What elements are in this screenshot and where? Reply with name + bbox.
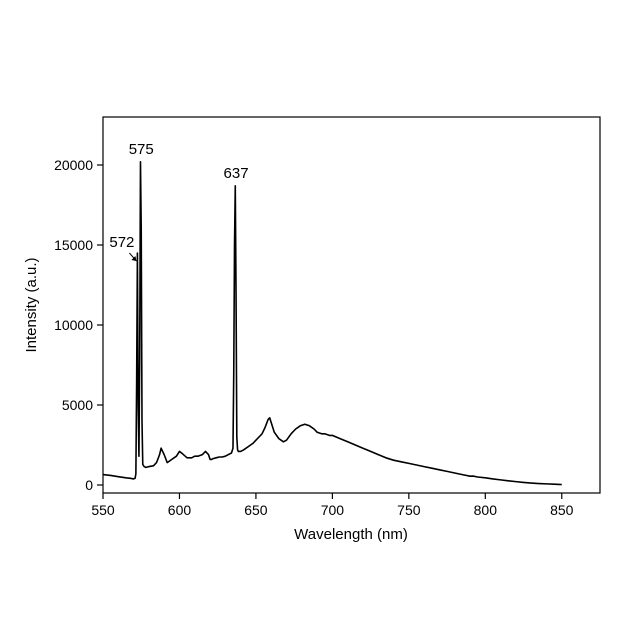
y-tick-label: 5000: [62, 397, 93, 413]
x-tick-label: 650: [244, 502, 268, 518]
y-ticks: 0 5000 10000 15000 20000: [54, 157, 103, 493]
x-tick-label: 550: [91, 502, 115, 518]
peak-annotations: 575 572 637: [109, 141, 249, 262]
y-tick-label: 10000: [54, 317, 93, 333]
y-tick-label: 15000: [54, 237, 93, 253]
x-tick-label: 750: [397, 502, 421, 518]
plot-frame: [102, 116, 601, 494]
annotation-572: 572: [109, 234, 134, 251]
annotation-575: 575: [129, 141, 154, 158]
x-tick-label: 700: [321, 502, 345, 518]
x-tick-label: 850: [550, 502, 574, 518]
annotation-637: 637: [224, 165, 249, 182]
annotation-arrow-head: [131, 256, 137, 261]
y-tick-label: 0: [85, 477, 93, 493]
x-tick-label: 600: [168, 502, 192, 518]
y-tick-label: 20000: [54, 157, 93, 173]
y-axis-label: Intensity (a.u.): [23, 257, 40, 352]
x-axis-label: Wavelength (nm): [294, 526, 408, 543]
spectrum-line: [102, 161, 562, 486]
x-ticks: 550 600 650 700 750 800 850: [91, 493, 574, 518]
x-tick-label: 800: [474, 502, 498, 518]
